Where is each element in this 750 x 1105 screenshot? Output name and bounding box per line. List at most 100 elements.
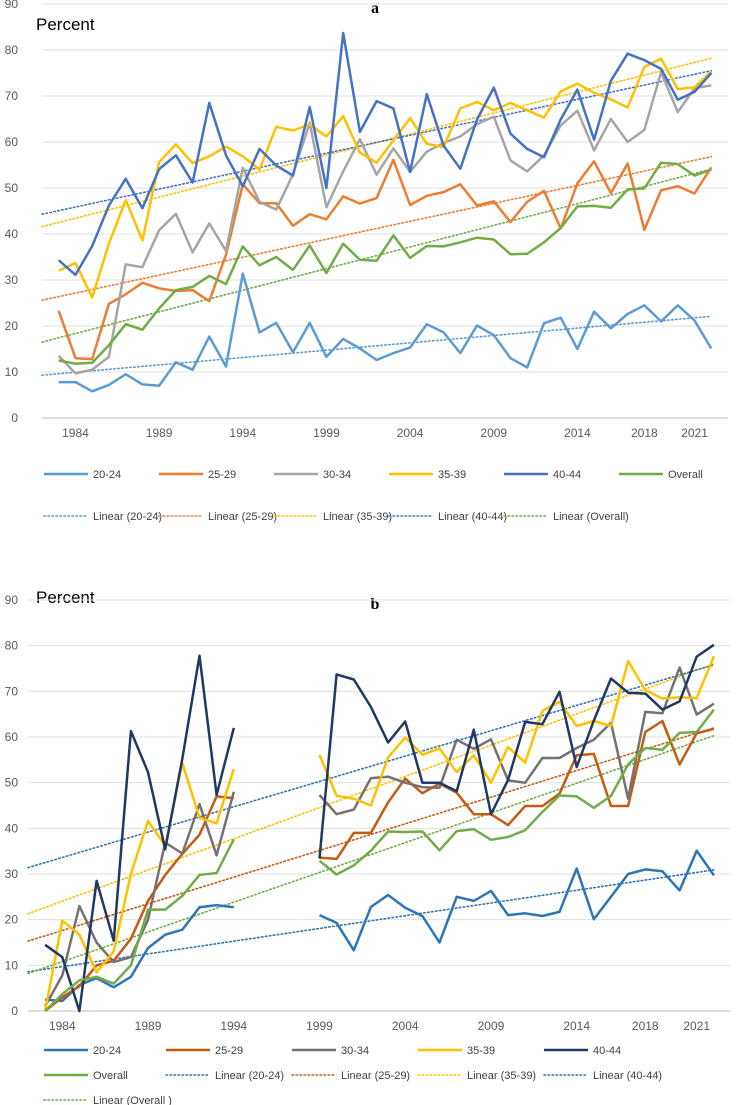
legend-item: Linear (35-39): [417, 1070, 536, 1082]
legend-label: Linear (Overall): [553, 511, 629, 523]
legend-item: Linear (Overall ): [43, 1095, 172, 1105]
y-tick-label: 30: [5, 273, 19, 287]
y-tick-label: 50: [5, 181, 19, 195]
y-tick-label: 30: [5, 867, 19, 881]
series-line: [319, 719, 715, 861]
chart-b: b Percent 0 10 20 30 40 50 60 70 80 90 1984 1989 1994 1…: [5, 588, 731, 1105]
legend-label: Overall: [93, 1070, 128, 1082]
legend-label: 30-34: [323, 469, 351, 481]
legend-label: Linear (40-44): [438, 511, 507, 523]
x-tick-label: 1984: [49, 1019, 76, 1033]
y-tick-label: 80: [5, 43, 19, 57]
x-tick-label: 2014: [564, 426, 591, 440]
legend-item: Linear (40-44): [388, 511, 507, 523]
legend-item: Linear (40-44): [543, 1070, 662, 1082]
legend-label: 20-24: [93, 1045, 121, 1057]
legend-label: 25-29: [215, 1045, 243, 1057]
series-line: [58, 272, 713, 393]
legend-label: Linear (25-29): [341, 1070, 410, 1082]
x-tick-label: 1989: [135, 1019, 162, 1033]
legend-item: Linear (20-24): [165, 1070, 284, 1082]
x-tick-label: 2004: [392, 1019, 419, 1033]
chart-title: b: [371, 596, 380, 613]
y-tick-label: 10: [5, 365, 19, 379]
legend-label: 35-39: [438, 469, 466, 481]
x-tick-label: 1994: [220, 1019, 247, 1033]
trendline: [27, 727, 715, 942]
y-tick-label: 90: [5, 0, 19, 11]
trendline: [41, 155, 713, 302]
legend-item: 30-34: [274, 469, 351, 481]
series-line: [57, 158, 713, 361]
legend-label: 25-29: [208, 469, 236, 481]
y-tick-label: 0: [11, 411, 18, 425]
legend-label: 30-34: [341, 1045, 369, 1057]
legend-item: Overall: [44, 1070, 128, 1082]
y-tick-label: 60: [5, 730, 19, 744]
y-tick-label: 50: [5, 776, 19, 790]
series-line: [318, 666, 715, 816]
y-tick-label: 40: [5, 821, 19, 835]
x-tick-label: 1994: [229, 426, 256, 440]
series-line: [318, 708, 715, 876]
trendline: [27, 869, 715, 973]
trendline: [27, 664, 715, 869]
legend-label: Linear (35-39): [467, 1070, 536, 1082]
legend-item: 20-24: [44, 469, 121, 481]
x-tick-label: 1984: [62, 426, 89, 440]
y-tick-label: 70: [5, 684, 19, 698]
x-tick-label: 2018: [631, 426, 658, 440]
legend-label: Linear (35-39): [323, 511, 392, 523]
legend-label: 40-44: [553, 469, 581, 481]
chart-a: a Percent 0 10 20 30 40 50 60 70 80 90 1984 1989 1994 1…: [5, 0, 728, 523]
legend-label: 35-39: [467, 1045, 495, 1057]
y-tick-label: 80: [5, 639, 19, 653]
legend-item: Linear (25-29): [158, 511, 277, 523]
legend-item: 40-44: [504, 469, 581, 481]
trendline: [41, 168, 713, 343]
legend-label: Overall: [668, 469, 703, 481]
x-tick-label: 2009: [478, 1019, 505, 1033]
y-tick-label: 20: [5, 913, 19, 927]
series-line: [318, 849, 715, 952]
series-line: [44, 654, 236, 1013]
legend-item: Linear (Overall): [503, 511, 629, 523]
x-tick-label: 2009: [480, 426, 507, 440]
legend-item: 30-34: [292, 1045, 369, 1057]
chart-title: a: [371, 0, 379, 17]
legend-label: 20-24: [93, 469, 121, 481]
y-axis-label: Percent: [36, 15, 95, 34]
series-line: [44, 838, 235, 1012]
x-tick-label: 1999: [313, 426, 340, 440]
y-tick-label: 90: [5, 593, 19, 607]
legend-label: Linear (25-29): [208, 511, 277, 523]
legend-label: Linear (Overall ): [93, 1095, 172, 1105]
legend-label: Linear (20-24): [93, 511, 162, 523]
series-line: [57, 31, 713, 277]
y-tick-label: 70: [5, 89, 19, 103]
legend-item: 25-29: [166, 1045, 243, 1057]
x-tick-label: 1989: [146, 426, 173, 440]
legend-item: Overall: [619, 469, 703, 481]
y-axis-label: Percent: [36, 588, 95, 607]
x-tick-label: 2021: [683, 1019, 710, 1033]
series-line: [44, 791, 236, 1008]
legend-item: 20-24: [44, 1045, 121, 1057]
trendline: [41, 315, 713, 377]
series-line: [57, 70, 712, 375]
legend-item: Linear (25-29): [291, 1070, 410, 1082]
y-tick-label: 40: [5, 227, 19, 241]
legend-item: 25-29: [159, 469, 236, 481]
legend-item: 35-39: [418, 1045, 495, 1057]
x-tick-label: 2018: [632, 1019, 659, 1033]
y-tick-label: 20: [5, 319, 19, 333]
series-line: [44, 795, 234, 1012]
series-line: [58, 57, 713, 299]
legend-item: 35-39: [389, 469, 466, 481]
legend-item: Linear (35-39): [273, 511, 392, 523]
legend-item: 40-44: [544, 1045, 621, 1057]
legend-label: Linear (40-44): [593, 1070, 662, 1082]
y-tick-label: 0: [11, 1004, 18, 1018]
legend-label: 40-44: [593, 1045, 621, 1057]
